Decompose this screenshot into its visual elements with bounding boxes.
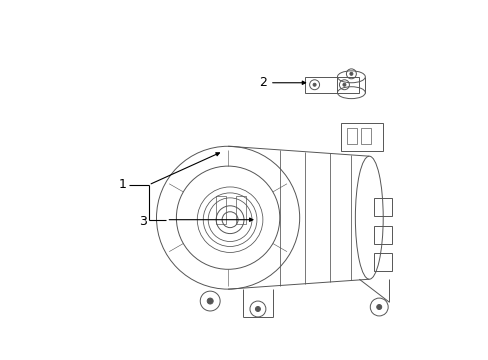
Bar xyxy=(236,196,245,224)
Circle shape xyxy=(376,305,381,310)
Circle shape xyxy=(342,83,345,86)
Text: 3: 3 xyxy=(139,215,146,228)
Bar xyxy=(361,129,370,144)
Bar xyxy=(373,253,391,271)
Circle shape xyxy=(349,72,352,75)
Text: 2: 2 xyxy=(259,76,266,89)
Bar xyxy=(341,123,383,151)
Bar xyxy=(373,198,391,216)
Bar xyxy=(304,77,359,93)
Circle shape xyxy=(312,83,315,86)
Circle shape xyxy=(207,298,213,304)
Bar xyxy=(373,226,391,243)
Bar xyxy=(216,196,225,224)
Bar xyxy=(346,129,357,144)
Text: 1: 1 xyxy=(119,179,126,192)
Circle shape xyxy=(255,306,260,311)
